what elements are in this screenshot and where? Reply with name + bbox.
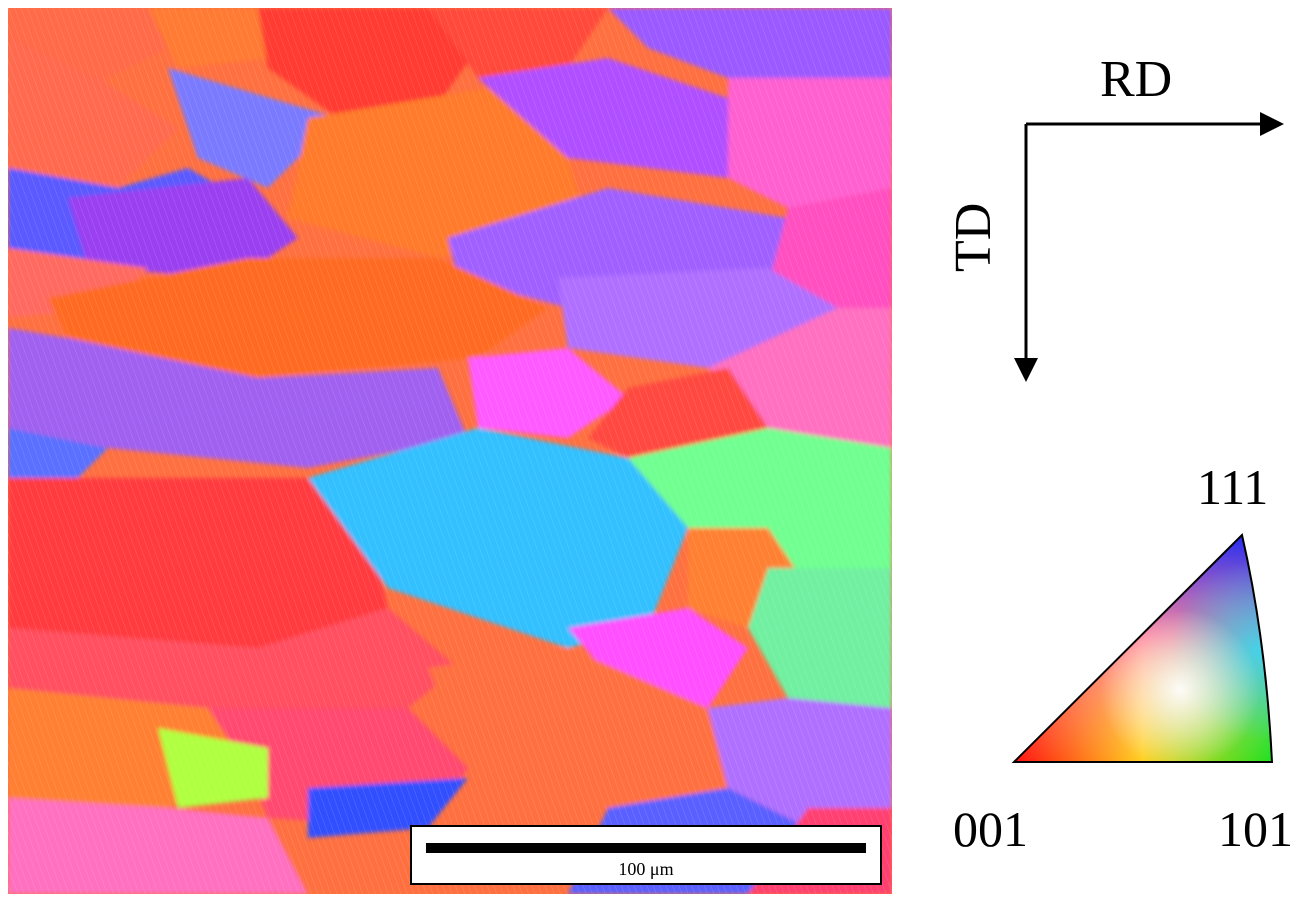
scale-bar-line bbox=[426, 843, 866, 853]
td-arrow-head bbox=[1014, 358, 1038, 382]
rd-arrow-head bbox=[1260, 112, 1284, 136]
grain-map-image bbox=[8, 8, 892, 894]
scale-bar-label: 100 μm bbox=[618, 859, 674, 879]
ipf-label-001: 001 bbox=[953, 801, 1028, 857]
ipf-label-111: 111 bbox=[1197, 459, 1269, 515]
rd-label: RD bbox=[1100, 51, 1173, 108]
scale-bar: 100 μm bbox=[410, 825, 882, 885]
td-label: TD bbox=[945, 202, 1002, 272]
ipf-triangle bbox=[1011, 533, 1274, 763]
ebsd-orientation-map bbox=[8, 8, 892, 894]
ipf-label-101: 101 bbox=[1218, 801, 1293, 857]
